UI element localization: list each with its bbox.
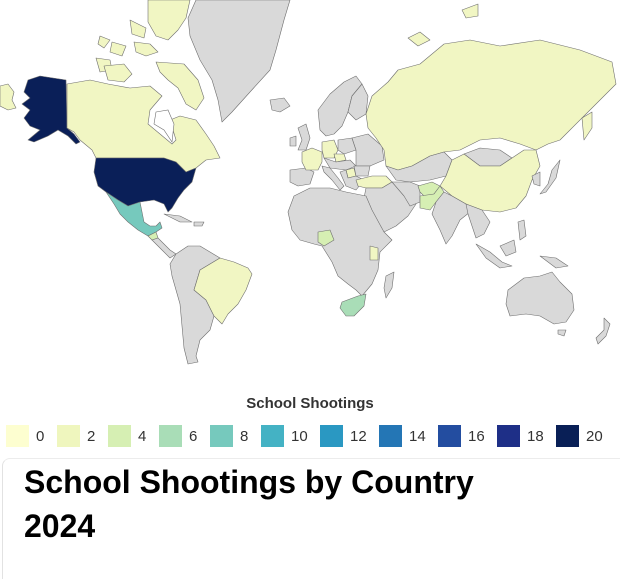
- legend-swatch: [497, 425, 520, 447]
- legend-item-12: 12: [320, 425, 379, 447]
- country-india[interactable]: [431, 191, 471, 245]
- country-iberia[interactable]: [289, 167, 315, 187]
- country-canada-islands[interactable]: [147, 0, 191, 41]
- country-italy[interactable]: [321, 165, 345, 191]
- country-se-asia[interactable]: [465, 203, 491, 239]
- legend-item-6: 6: [159, 425, 210, 447]
- country-new-zealand[interactable]: [595, 317, 611, 345]
- country-mexico[interactable]: [105, 191, 163, 237]
- legend-item-10: 10: [261, 425, 320, 447]
- legend-label: 2: [87, 427, 96, 445]
- title-line-1: School Shootings by Country: [24, 464, 474, 500]
- legend-swatch: [210, 425, 233, 447]
- country-russia-kamchatka[interactable]: [581, 111, 593, 141]
- hudson-bay: [153, 109, 175, 143]
- country-australia[interactable]: [505, 271, 575, 325]
- legend-item-4: 4: [108, 425, 159, 447]
- world-map: [0, 0, 617, 365]
- color-legend: 0 2 4 6 8 10 12 14 16 18 20: [6, 425, 615, 447]
- country-canada-islands[interactable]: [103, 63, 133, 83]
- country-cuba[interactable]: [163, 213, 193, 223]
- legend-item-16: 16: [438, 425, 497, 447]
- legend-swatch: [556, 425, 579, 447]
- legend-item-2: 2: [57, 425, 108, 447]
- country-tasmania[interactable]: [557, 329, 567, 337]
- country-germany[interactable]: [321, 139, 339, 159]
- country-ukraine-belarus[interactable]: [351, 133, 385, 167]
- legend-swatch: [261, 425, 284, 447]
- legend-swatch: [159, 425, 182, 447]
- legend-label: 16: [468, 427, 485, 445]
- legend-swatch: [379, 425, 402, 447]
- country-iceland[interactable]: [269, 97, 291, 113]
- country-finland[interactable]: [347, 83, 369, 121]
- legend-swatch: [6, 425, 29, 447]
- legend-label: 20: [586, 427, 603, 445]
- country-indonesia[interactable]: [475, 243, 513, 269]
- country-uk[interactable]: [297, 123, 311, 151]
- country-france[interactable]: [301, 147, 323, 171]
- country-brazil[interactable]: [193, 257, 253, 325]
- legend-swatch: [320, 425, 343, 447]
- legend-swatch: [108, 425, 131, 447]
- country-central-america[interactable]: [151, 237, 177, 259]
- legend-label: 6: [189, 427, 198, 445]
- legend-label: 8: [240, 427, 249, 445]
- country-greenland[interactable]: [187, 0, 291, 123]
- legend-label: 18: [527, 427, 544, 445]
- country-canada-islands[interactable]: [129, 19, 147, 39]
- country-czechia[interactable]: [333, 153, 347, 163]
- legend-label: 0: [36, 427, 45, 445]
- country-south-america[interactable]: [169, 245, 221, 365]
- country-canada-islands[interactable]: [133, 41, 159, 57]
- country-ireland[interactable]: [289, 135, 297, 147]
- country-canada-islands[interactable]: [97, 35, 111, 49]
- country-canada-islands[interactable]: [109, 41, 127, 57]
- country-madagascar[interactable]: [383, 271, 395, 299]
- legend-title: School Shootings: [246, 395, 374, 412]
- legend-label: 14: [409, 427, 426, 445]
- page-title: School Shootings by Country 2024: [24, 460, 584, 548]
- legend-label: 12: [350, 427, 367, 445]
- legend-swatch: [57, 425, 80, 447]
- country-kenya[interactable]: [369, 245, 379, 261]
- legend-item-8: 8: [210, 425, 261, 447]
- country-canada-islands[interactable]: [155, 61, 205, 111]
- legend-item-18: 18: [497, 425, 556, 447]
- legend-label: 10: [291, 427, 308, 445]
- legend-item-14: 14: [379, 425, 438, 447]
- country-papua[interactable]: [539, 255, 569, 269]
- legend-swatch: [438, 425, 461, 447]
- country-africa[interactable]: [287, 187, 393, 297]
- legend-item-20: 20: [556, 425, 615, 447]
- country-japan[interactable]: [539, 159, 561, 195]
- country-poland[interactable]: [337, 137, 357, 155]
- legend-label: 4: [138, 427, 147, 445]
- country-russia-novaya-zemlya[interactable]: [461, 3, 479, 19]
- country-borneo[interactable]: [499, 239, 517, 257]
- country-canada[interactable]: [66, 79, 221, 173]
- country-korea[interactable]: [531, 171, 541, 187]
- country-south-africa[interactable]: [339, 293, 367, 317]
- country-romania[interactable]: [353, 165, 371, 177]
- country-philippines[interactable]: [517, 219, 527, 241]
- title-line-2: 2024: [24, 508, 96, 544]
- legend-item-0: 0: [6, 425, 57, 447]
- country-russia-svalbard[interactable]: [407, 31, 431, 47]
- country-hispaniola[interactable]: [193, 221, 205, 227]
- country-russia-east[interactable]: [0, 83, 17, 111]
- country-nigeria[interactable]: [317, 229, 335, 247]
